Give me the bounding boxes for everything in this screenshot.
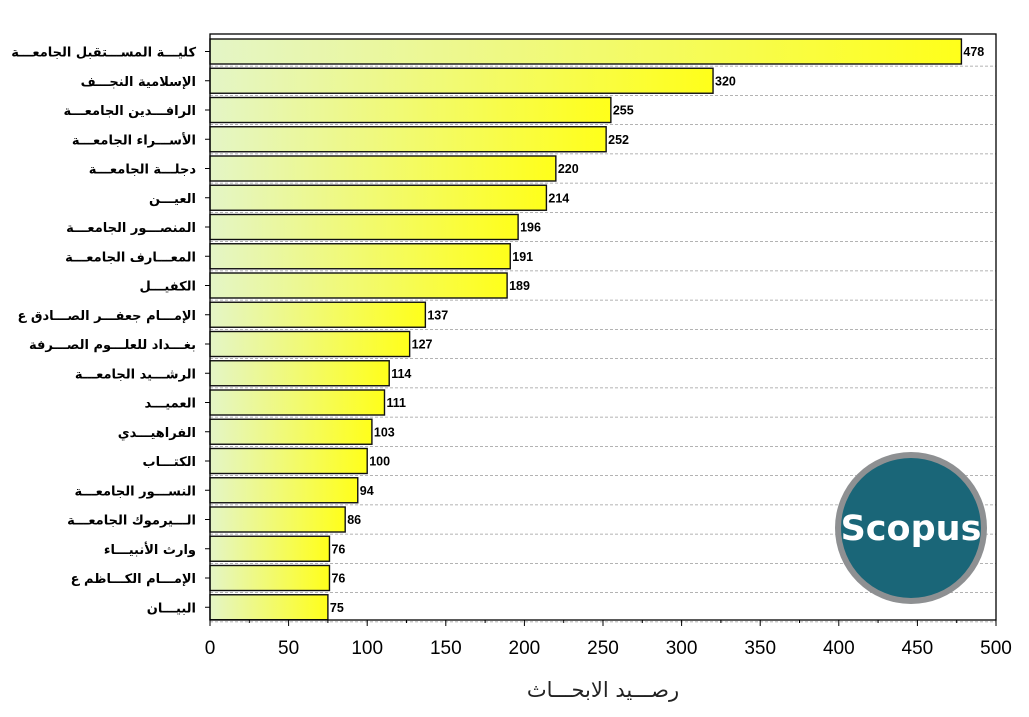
category-label: البيـــان (147, 601, 196, 616)
x-tick-label: 100 (351, 638, 383, 659)
bar (209, 564, 331, 592)
category-label: الرافـــدين الجامعـــة (63, 104, 196, 119)
bar (209, 360, 390, 387)
bar-value-label: 76 (331, 542, 345, 556)
category-label: الإسلامية النجـــف (81, 75, 196, 90)
bar (209, 184, 548, 211)
gridlines (210, 65, 996, 623)
category-label: الرشـــيد الجامعـــة (75, 367, 196, 382)
bar (209, 418, 373, 445)
bar (209, 38, 963, 65)
x-tick-label: 250 (587, 638, 619, 659)
bar-value-label: 214 (548, 191, 569, 205)
bar (209, 213, 519, 241)
bar (209, 535, 331, 562)
bar-value-label: 100 (369, 455, 390, 469)
bar-value-label: 76 (331, 572, 345, 586)
category-label: العيـــن (149, 192, 196, 207)
category-label: الكفيـــل (140, 280, 197, 295)
x-tick-label: 200 (509, 638, 541, 659)
category-label: الـــيرموك الجامعـــة (67, 514, 196, 529)
scopus-logo: Scopus (835, 452, 987, 604)
x-tick-label: 0 (205, 638, 216, 659)
x-tick-label: 300 (666, 638, 698, 659)
bar (209, 594, 329, 621)
category-label: الأســـراء الجامعـــة (72, 131, 196, 148)
x-axis-ticks: 0 50 100 150 200 250 300 350 400 450 500 (205, 51, 1012, 659)
bar-value-label: 478 (963, 45, 984, 59)
bar-value-label: 255 (613, 104, 634, 118)
bar (209, 243, 511, 270)
x-tick-label: 50 (278, 638, 299, 659)
category-label: المنصـــور الجامعـــة (66, 221, 196, 236)
category-label: وارث الأنبيـــاء (104, 541, 196, 558)
bar-value-label: 191 (512, 250, 533, 264)
category-label: المعـــارف الجامعـــة (65, 250, 196, 265)
bar-value-label: 196 (520, 221, 541, 235)
bar-value-label: 103 (374, 425, 395, 439)
category-label: كليـــة المســـتقبل الجامعـــة (11, 46, 196, 61)
bar (209, 155, 557, 182)
x-tick-label: 500 (980, 638, 1012, 659)
bar (209, 67, 714, 94)
category-label: العميـــد (144, 397, 196, 412)
bar-value-label: 75 (330, 601, 344, 615)
x-tick-label: 350 (744, 638, 776, 659)
bar-value-label: 320 (715, 74, 736, 88)
bar (209, 301, 427, 328)
x-tick-label: 150 (430, 638, 462, 659)
category-label: الكتـــاب (143, 455, 196, 470)
x-tick-label: 400 (823, 638, 855, 659)
category-label: الإمـــام جعفـــر الصـــادق ع (17, 309, 196, 324)
bar (209, 447, 368, 475)
category-label: الفراهيـــدي (118, 426, 196, 441)
bar (209, 96, 612, 124)
category-labels: كليـــة المســـتقبل الجامعـــة الإسلامية … (11, 46, 196, 617)
value-labels: 478 320 255 252 220 214 196 191 189 137 127 114 111 1… (330, 45, 984, 615)
bar (209, 477, 359, 504)
category-label: دجلـــة الجامعـــة (89, 163, 197, 178)
bar-value-label: 114 (391, 367, 411, 381)
x-axis-title: رصـــيد الابحـــاث (527, 678, 679, 702)
bar-value-label: 220 (558, 162, 579, 176)
x-tick-label: 450 (902, 638, 934, 659)
category-label: بغـــداد للعلـــوم الصـــرفة (29, 338, 196, 353)
category-label: الإمـــام الكـــاظم ع (71, 572, 196, 587)
category-label: النســـور الجامعـــة (74, 484, 196, 499)
bar-value-label: 86 (347, 513, 361, 527)
bar-value-label: 252 (608, 133, 629, 147)
bar (209, 272, 508, 299)
scopus-logo-text: Scopus (841, 509, 982, 549)
bar-value-label: 127 (412, 338, 433, 352)
bars (209, 38, 963, 621)
bar-value-label: 111 (386, 396, 406, 410)
bar (209, 330, 411, 358)
bar-value-label: 94 (360, 484, 374, 498)
bar (209, 389, 386, 416)
bar (209, 506, 346, 533)
bar-value-label: 137 (427, 308, 448, 322)
bar-value-label: 189 (509, 279, 530, 293)
bar (209, 126, 607, 153)
